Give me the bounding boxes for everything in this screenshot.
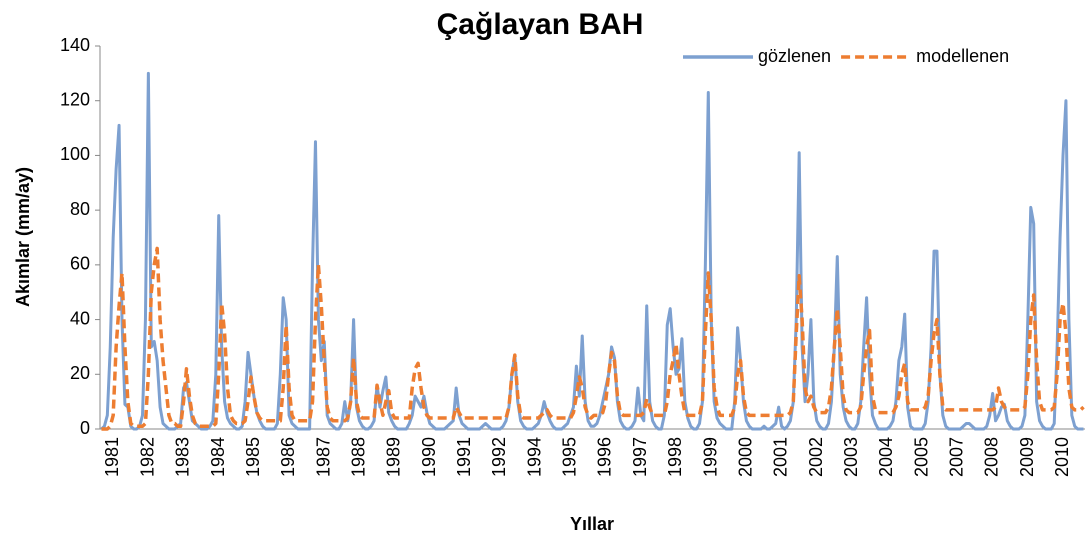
x-tick-label: 1992 bbox=[489, 437, 509, 477]
x-tick-label: 1982 bbox=[137, 437, 157, 477]
x-tick-label: 1981 bbox=[102, 437, 122, 477]
y-tick-label: 140 bbox=[60, 35, 90, 55]
x-tick-label: 1999 bbox=[700, 437, 720, 477]
x-tick-label: 1986 bbox=[278, 437, 298, 477]
x-tick-label: 2003 bbox=[841, 437, 861, 477]
y-tick-label: 80 bbox=[70, 199, 90, 219]
y-tick-label: 0 bbox=[80, 418, 90, 438]
y-tick-label: 20 bbox=[70, 363, 90, 383]
legend-label: gözlenen bbox=[758, 46, 831, 66]
x-tick-label: 1991 bbox=[454, 437, 474, 477]
x-tick-label: 1990 bbox=[419, 437, 439, 477]
x-tick-label: 1996 bbox=[595, 437, 615, 477]
x-tick-label: 2010 bbox=[1052, 437, 1072, 477]
x-tick-label: 1987 bbox=[313, 437, 333, 477]
x-tick-label: 1995 bbox=[560, 437, 580, 477]
x-tick-label: 2002 bbox=[806, 437, 826, 477]
series-line bbox=[101, 246, 1085, 431]
x-tick-label: 2009 bbox=[1017, 437, 1037, 477]
x-tick-label: 1989 bbox=[384, 437, 404, 477]
x-tick-label: 1983 bbox=[173, 437, 193, 477]
x-tick-label: 1984 bbox=[208, 437, 228, 477]
x-axis-label: Yıllar bbox=[570, 514, 614, 534]
y-tick-label: 60 bbox=[70, 254, 90, 274]
y-axis-label: Akımlar (mm/ay) bbox=[13, 167, 33, 307]
x-tick-label: 2008 bbox=[982, 437, 1002, 477]
y-tick-label: 120 bbox=[60, 89, 90, 109]
x-tick-label: 1998 bbox=[665, 437, 685, 477]
y-tick-label: 100 bbox=[60, 144, 90, 164]
x-tick-label: 2004 bbox=[876, 437, 896, 477]
x-tick-label: 2000 bbox=[735, 437, 755, 477]
x-tick-label: 2005 bbox=[911, 437, 931, 477]
chart-title: Çağlayan BAH bbox=[437, 8, 644, 41]
series-line bbox=[100, 71, 1084, 431]
x-tick-label: 1997 bbox=[630, 437, 650, 477]
x-tick-label: 1985 bbox=[243, 437, 263, 477]
legend-label: modellenen bbox=[916, 46, 1009, 66]
y-tick-label: 40 bbox=[70, 308, 90, 328]
x-tick-label: 1994 bbox=[524, 437, 544, 477]
x-tick-label: 1988 bbox=[348, 437, 368, 477]
x-tick-label: 2001 bbox=[771, 437, 791, 477]
x-tick-label: 2007 bbox=[947, 437, 967, 477]
